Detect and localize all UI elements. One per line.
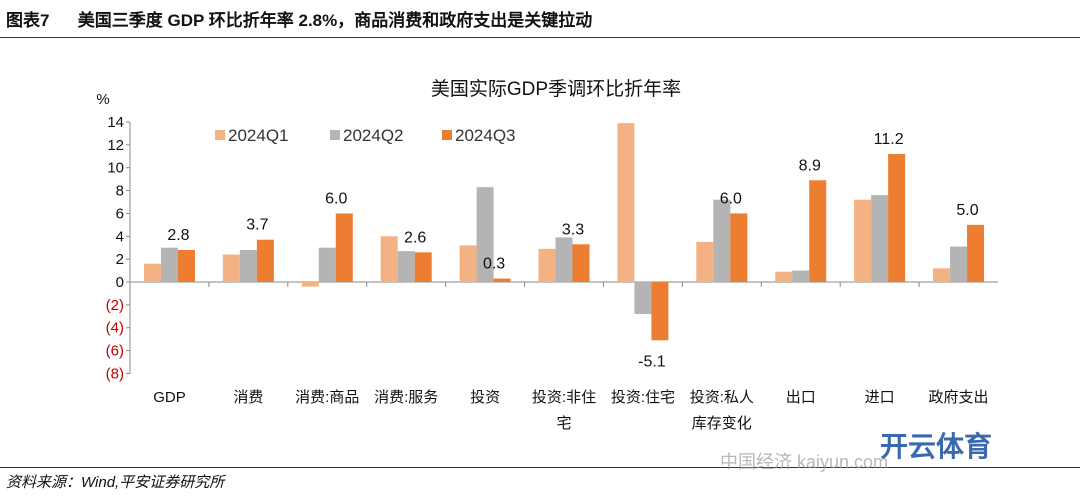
x-tick-label: 投资:非住 bbox=[532, 389, 596, 406]
top-rule bbox=[0, 37, 1080, 38]
y-tick-label: 0 bbox=[116, 274, 124, 291]
source-note: 资料来源：Wind,平安证券研究所 bbox=[6, 474, 225, 491]
y-tick-label: 4 bbox=[116, 228, 124, 245]
bar-2024Q1 bbox=[617, 123, 635, 282]
x-tick-label: 出口 bbox=[786, 389, 816, 406]
legend-label: 2024Q3 bbox=[455, 126, 516, 145]
y-tick-label: (6) bbox=[106, 343, 124, 360]
bar-2024Q1 bbox=[538, 248, 556, 282]
bar-2024Q3 bbox=[493, 278, 511, 282]
bar-2024Q1 bbox=[854, 199, 872, 282]
bar-2024Q3 bbox=[967, 224, 985, 282]
bar-2024Q2 bbox=[397, 251, 415, 282]
x-tick-label: 库存变化 bbox=[692, 415, 752, 432]
data-label: 2.8 bbox=[167, 227, 189, 244]
legend-label: 2024Q1 bbox=[228, 126, 289, 145]
x-tick-label: GDP bbox=[153, 389, 186, 406]
y-tick-label: (2) bbox=[106, 297, 124, 314]
y-tick-label: 6 bbox=[116, 205, 124, 222]
bar-2024Q1 bbox=[222, 254, 240, 282]
bar-2024Q3 bbox=[651, 282, 669, 341]
bar-2024Q3 bbox=[256, 239, 274, 282]
bar-2024Q3 bbox=[177, 249, 195, 282]
y-tick-label: (4) bbox=[106, 320, 124, 337]
legend-swatch bbox=[215, 130, 225, 140]
bar-2024Q2 bbox=[713, 199, 731, 282]
y-tick-label: (8) bbox=[106, 365, 124, 382]
watermark-logo: 开云体育 bbox=[880, 431, 993, 462]
bottom-rule bbox=[0, 467, 1080, 468]
x-tick-label: 消费:服务 bbox=[374, 389, 438, 406]
bar-2024Q2 bbox=[634, 282, 652, 315]
y-tick-label: 14 bbox=[107, 114, 124, 131]
bar-2024Q3 bbox=[888, 153, 906, 282]
x-tick-label: 投资:私人 bbox=[690, 389, 754, 406]
bar-2024Q1 bbox=[301, 282, 319, 287]
bar-2024Q1 bbox=[933, 268, 951, 282]
data-label: 0.3 bbox=[483, 256, 505, 273]
x-tick-label: 投资:住宅 bbox=[611, 389, 675, 406]
data-label: 6.0 bbox=[325, 190, 347, 207]
bar-2024Q2 bbox=[476, 187, 494, 282]
bar-2024Q3 bbox=[335, 213, 353, 282]
bar-2024Q2 bbox=[950, 246, 968, 282]
data-label: 6.0 bbox=[720, 190, 742, 207]
bar-2024Q1 bbox=[775, 271, 793, 282]
x-tick-label: 政府支出 bbox=[929, 389, 989, 406]
data-label: 3.3 bbox=[562, 221, 584, 238]
bar-2024Q2 bbox=[871, 195, 889, 282]
data-label: 3.7 bbox=[246, 217, 268, 234]
bar-2024Q3 bbox=[414, 252, 432, 282]
bar-2024Q3 bbox=[809, 180, 827, 282]
data-label: 8.9 bbox=[799, 157, 821, 174]
bar-2024Q2 bbox=[318, 247, 336, 282]
bar-2024Q3 bbox=[572, 244, 590, 282]
x-tick-label: 消费 bbox=[233, 389, 263, 406]
chart-title: 美国实际GDP季调环比折年率 bbox=[431, 78, 681, 100]
bar-2024Q1 bbox=[143, 263, 161, 282]
data-label: 2.6 bbox=[404, 229, 426, 246]
legend-swatch bbox=[330, 130, 340, 140]
data-label: -5.1 bbox=[638, 353, 666, 370]
x-tick-label: 消费:商品 bbox=[295, 389, 359, 406]
data-label: 11.2 bbox=[874, 131, 904, 148]
legend-swatch bbox=[442, 130, 452, 140]
figure-title: 图表7 美国三季度 GDP 环比折年率 2.8%，商品消费和政府支出是关键拉动 bbox=[6, 11, 593, 30]
y-tick-label: 8 bbox=[116, 183, 124, 200]
bar-2024Q1 bbox=[380, 236, 398, 282]
x-tick-label: 投资 bbox=[470, 389, 500, 406]
y-tick-label: 2 bbox=[116, 251, 124, 268]
bar-2024Q2 bbox=[239, 249, 257, 282]
bar-2024Q3 bbox=[730, 213, 748, 282]
bar-2024Q2 bbox=[555, 237, 573, 282]
data-label: 5.0 bbox=[956, 202, 978, 219]
bar-2024Q1 bbox=[459, 245, 477, 282]
watermark-text: 中国经济 kaiyun.com bbox=[720, 452, 889, 472]
x-tick-label: 进口 bbox=[865, 389, 895, 406]
bar-2024Q1 bbox=[696, 241, 714, 282]
legend-label: 2024Q2 bbox=[343, 126, 404, 145]
bar-2024Q2 bbox=[792, 270, 810, 282]
bar-2024Q2 bbox=[160, 247, 178, 282]
y-axis-label: % bbox=[96, 91, 109, 108]
x-tick-label: 宅 bbox=[556, 415, 571, 432]
y-tick-label: 10 bbox=[107, 160, 124, 177]
y-tick-label: 12 bbox=[107, 137, 124, 154]
